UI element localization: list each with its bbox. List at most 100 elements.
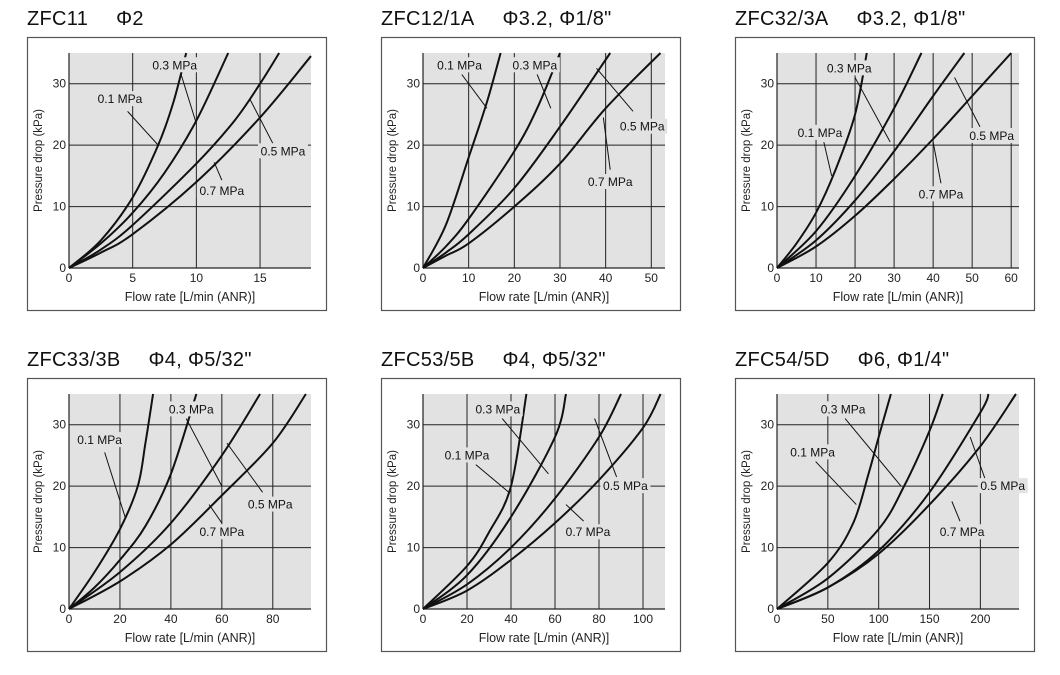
chart-title: ZFC12/1A Φ3.2, Φ1/8" <box>381 8 640 31</box>
y-tick-label: 0 <box>413 602 420 616</box>
model-name: ZFC33/3B <box>27 349 121 371</box>
label-leader-line <box>249 98 274 144</box>
x-tick-label: 30 <box>553 271 567 285</box>
label-background <box>245 496 296 512</box>
series-label: 0.5 MPa <box>620 120 665 134</box>
y-tick-label: 30 <box>407 77 421 91</box>
series-line-0-3-mpa <box>422 52 561 269</box>
label-leader-line <box>969 436 986 481</box>
x-tick-label: 50 <box>821 612 835 626</box>
pressure-drop-chart: 0 5 10 15 0 10 20 30 Flow rate [L/min (ANR)] Pres… <box>26 36 328 312</box>
label-background <box>915 186 966 202</box>
pressure-drop-chart: 0 10 20 30 40 50 0 10 20 30 Flow rate [L/min (ANR)… <box>380 36 682 312</box>
series-label: 0.7 MPa <box>940 525 985 539</box>
label-background <box>196 524 247 540</box>
series-line-0-7-mpa <box>422 52 662 269</box>
x-tick-label: 10 <box>190 271 204 285</box>
label-background <box>509 57 560 73</box>
x-tick-label: 10 <box>809 271 823 285</box>
label-background <box>585 174 636 189</box>
label-leader-line <box>596 68 634 112</box>
chart-title: ZFC53/5B Φ4, Φ5/32" <box>381 349 634 372</box>
series-label: 0.1 MPa <box>437 58 482 72</box>
series-label: 0.7 MPa <box>588 175 633 189</box>
y-tick-label: 0 <box>59 602 66 616</box>
x-tick-label: 30 <box>887 271 901 285</box>
y-tick-label: 30 <box>761 77 775 91</box>
tube-size: Φ4, Φ5/32" <box>148 349 252 371</box>
label-background <box>818 401 869 417</box>
label-leader-line <box>951 501 961 522</box>
x-tick-label: 20 <box>460 612 474 626</box>
x-tick-label: 0 <box>66 271 73 285</box>
series-line-0-7-mpa <box>776 52 1012 269</box>
label-background <box>149 57 200 73</box>
series-label: 0.7 MPa <box>919 187 964 201</box>
pressure-drop-chart: 0 50 100 150 200 0 10 20 30 Flow rate [L/min (ANR… <box>734 377 1036 653</box>
y-tick-label: 20 <box>407 479 421 493</box>
y-tick-label: 20 <box>407 138 421 152</box>
x-tick-label: 0 <box>774 612 781 626</box>
series-label: 0.3 MPa <box>513 58 558 72</box>
label-background <box>824 60 875 76</box>
label-background <box>74 432 125 448</box>
x-tick-label: 80 <box>592 612 606 626</box>
label-background <box>563 524 613 540</box>
label-background <box>977 478 1028 494</box>
series-line-0-1-mpa <box>776 52 868 269</box>
label-leader-line <box>823 141 833 176</box>
label-leader-line <box>932 141 942 184</box>
y-axis-label: Pressure drop (kPa) <box>741 450 753 553</box>
tube-size: Φ4, Φ5/32" <box>502 349 606 371</box>
series-label: 0.1 MPa <box>98 92 143 106</box>
y-tick-label: 30 <box>53 77 67 91</box>
x-tick-label: 20 <box>113 612 127 626</box>
series-label: 0.7 MPa <box>566 525 611 539</box>
label-leader-line <box>565 504 584 522</box>
x-axis-label: Flow rate [L/min (ANR)] <box>125 631 256 645</box>
x-tick-label: 80 <box>266 612 280 626</box>
y-tick-label: 10 <box>53 541 67 555</box>
series-line-0-3-mpa <box>68 52 230 269</box>
x-tick-label: 40 <box>164 612 178 626</box>
x-tick-label: 200 <box>970 612 990 626</box>
x-tick-label: 0 <box>66 612 73 626</box>
x-tick-label: 100 <box>869 612 889 626</box>
y-tick-label: 0 <box>413 261 420 275</box>
series-line-0-7-mpa <box>68 55 312 269</box>
series-line-0-3-mpa <box>68 393 198 610</box>
y-tick-label: 20 <box>761 138 775 152</box>
x-axis-label: Flow rate [L/min (ANR)] <box>125 290 256 304</box>
series-line-0-5-mpa <box>422 52 612 269</box>
y-tick-label: 30 <box>407 418 421 432</box>
x-axis-label: Flow rate [L/min (ANR)] <box>833 631 964 645</box>
model-name: ZFC32/3A <box>735 8 829 30</box>
y-axis-label: Pressure drop (kPa) <box>33 109 45 212</box>
label-leader-line <box>815 461 857 505</box>
x-tick-label: 5 <box>129 271 136 285</box>
tube-size: Φ3.2, Φ1/8" <box>856 8 966 30</box>
label-leader-line <box>208 504 223 524</box>
pressure-drop-chart: 0 10 20 30 40 50 60 0 10 20 30 Flow rate [L/min (AN… <box>734 36 1036 312</box>
x-tick-label: 40 <box>504 612 518 626</box>
y-tick-label: 0 <box>767 261 774 275</box>
label-leader-line <box>844 418 902 487</box>
series-label: 0.5 MPa <box>248 498 293 512</box>
label-leader-line <box>104 452 126 518</box>
x-tick-label: 0 <box>774 271 781 285</box>
chart-title: ZFC54/5D Φ6, Φ1/4" <box>735 349 977 372</box>
label-background <box>617 118 668 134</box>
label-background <box>600 478 651 494</box>
x-tick-label: 60 <box>548 612 562 626</box>
x-tick-label: 15 <box>253 271 267 285</box>
pressure-drop-chart: 0 20 40 60 80 0 10 20 30 Flow rate [L/min (ANR)] P… <box>26 377 328 653</box>
tube-size: Φ2 <box>116 8 144 30</box>
x-tick-label: 50 <box>645 271 659 285</box>
label-background <box>94 91 145 107</box>
x-tick-label: 150 <box>920 612 940 626</box>
series-line-0-5-mpa <box>776 52 966 269</box>
x-tick-label: 60 <box>215 612 229 626</box>
label-leader-line <box>185 418 223 487</box>
x-axis-label: Flow rate [L/min (ANR)] <box>479 631 610 645</box>
series-line-0-5-mpa <box>68 393 261 610</box>
